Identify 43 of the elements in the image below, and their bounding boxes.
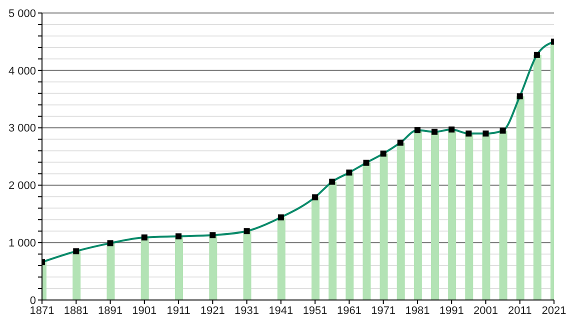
x-tick-label: 2021: [542, 304, 566, 317]
bar: [482, 134, 490, 300]
bar: [277, 217, 286, 300]
x-tick-label: 1881: [64, 304, 88, 317]
x-tick-label: 1991: [439, 304, 464, 317]
y-tick-label: 5 000: [8, 8, 36, 20]
y-tick-label: 3 000: [8, 122, 36, 135]
x-tick-label: 2011: [508, 304, 532, 317]
x-tick-label: 1871: [30, 304, 54, 317]
y-tick-label: 4 000: [8, 65, 36, 78]
bar: [72, 251, 81, 300]
bar: [209, 235, 218, 300]
y-tick-label: 1 000: [8, 238, 36, 250]
bar: [533, 54, 542, 300]
bar: [328, 182, 337, 300]
y-tick-label: 2 000: [8, 180, 36, 192]
x-tick-label: 1971: [371, 304, 396, 317]
x-tick-label: 1961: [336, 304, 362, 317]
x-tick-label: 2001: [473, 304, 498, 317]
x-tick-label: 1891: [98, 304, 123, 317]
bar: [380, 154, 388, 300]
bar: [106, 243, 115, 300]
x-tick-label: 1911: [166, 304, 190, 317]
bar: [346, 172, 354, 300]
x-tick-label: 1901: [132, 304, 157, 317]
bar: [362, 162, 371, 300]
bar: [499, 130, 508, 300]
bar: [243, 231, 252, 300]
bar: [312, 197, 320, 300]
x-tick-label: 1941: [268, 304, 294, 317]
bar: [448, 130, 456, 300]
bar: [414, 130, 422, 300]
x-tick-label: 1981: [405, 304, 430, 317]
x-tick-label: 1951: [302, 304, 328, 317]
bar: [140, 237, 149, 300]
bar: [516, 96, 524, 300]
bar: [396, 142, 405, 300]
x-tick-label: 1921: [200, 304, 225, 317]
bar: [465, 134, 474, 300]
x-tick-label: 1931: [234, 304, 260, 317]
bar: [175, 236, 183, 300]
y-tick-label: 0: [30, 294, 36, 307]
bar: [431, 132, 439, 300]
